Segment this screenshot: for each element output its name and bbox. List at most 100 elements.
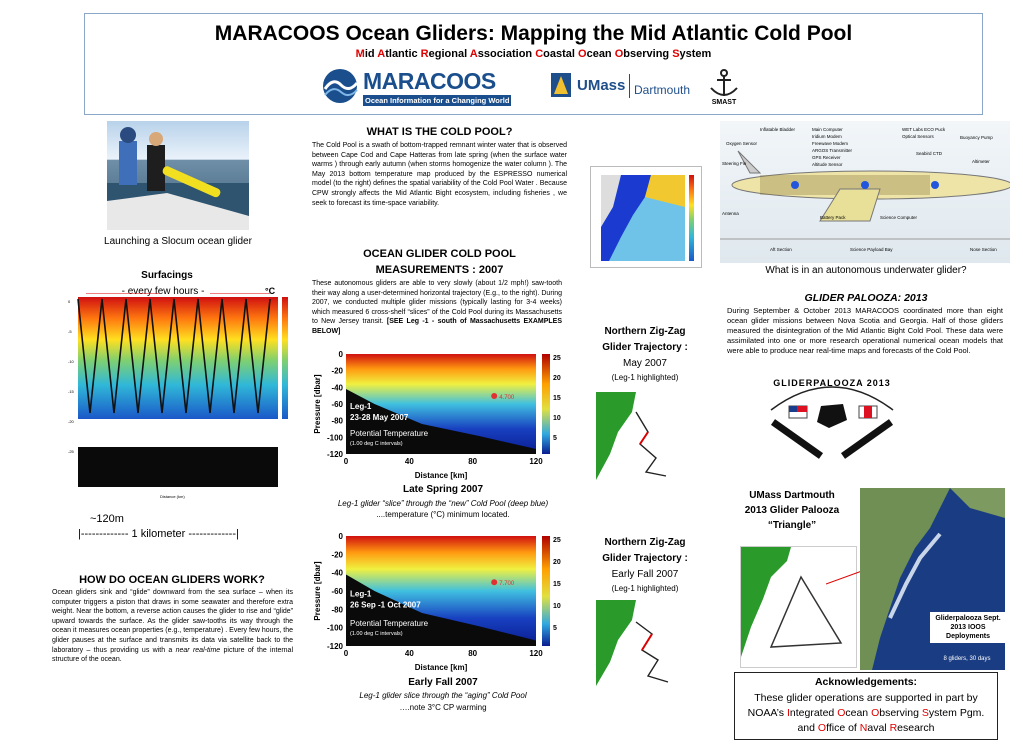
svg-text:0: 0	[68, 299, 71, 304]
maracoos-tagline: Ocean Information for a Changing World	[363, 95, 512, 106]
section-x-tick: 80	[468, 649, 477, 658]
fall-caption-1: Leg-1 glider slice through the “aging” C…	[359, 691, 527, 700]
subtitle-part: C	[535, 48, 544, 60]
section-y-tick: -40	[331, 383, 343, 392]
glider-part-label: Iridium Modem	[812, 134, 842, 139]
section-colorbar-tick: 20	[553, 559, 561, 566]
glider-part-label: Buoyancy Pump	[960, 135, 993, 140]
triangle-title-2: 2013 Glider Palooza	[744, 505, 840, 516]
section-y-label: Pressure [dbar]	[313, 561, 322, 620]
glider-part-label: Nose Section	[970, 247, 997, 252]
color-scale	[282, 297, 288, 419]
section-y-tick: -100	[327, 433, 344, 442]
section-colorbar-tick: 5	[553, 625, 557, 632]
ack-initial: S	[921, 707, 929, 719]
subtitle-part: oastal	[543, 48, 579, 60]
launch-photo-art	[107, 127, 249, 230]
glider-part-label: Optical Sensors	[902, 134, 934, 139]
glider-caption: What is in an autonomous underwater glid…	[765, 265, 967, 276]
palooza-text: During September & October 2013 MARACOOS…	[727, 306, 1003, 355]
section-y-tick: -60	[331, 400, 343, 409]
espresso-map-art	[601, 175, 694, 261]
ack-initial: R	[889, 722, 898, 734]
triangle-map	[740, 546, 857, 668]
ack-initial: O	[837, 707, 846, 719]
palooza-title: GLIDER PALOOZA: 2013	[804, 292, 928, 304]
glider-part-label: Science Payload Bay	[850, 247, 893, 252]
svg-text:-5: -5	[68, 329, 72, 334]
section-y-tick: -60	[331, 587, 343, 596]
subtitle-part: egional	[428, 48, 470, 60]
section-colorbar-tick: 5	[553, 435, 557, 442]
glider-part-label: Freewave Modem	[812, 141, 849, 146]
section-date-label: 23-28 May 2007	[350, 413, 409, 422]
glider-part-label: ARGOS Transmitter	[812, 148, 853, 153]
section-colorbar	[542, 536, 550, 646]
glider-part-label: Antenna	[722, 211, 739, 216]
svg-text:Distance (km): Distance (km)	[160, 494, 185, 499]
glider-part-label: Altimeter	[972, 159, 990, 164]
depth-label: ~120m	[90, 513, 124, 525]
section-x-tick: 0	[344, 457, 349, 466]
subtitle-part: ystem	[679, 48, 712, 60]
glider-part-label: GPS Receiver	[812, 155, 841, 160]
subtitle-part: A	[469, 48, 478, 60]
section-x-tick: 0	[344, 649, 349, 658]
section-pt-sub: (1.00 deg C intervals)	[350, 631, 403, 637]
celsius-unit: °C	[265, 286, 276, 296]
trajectory-may-label-2: Glider Trajectory :	[602, 342, 688, 353]
section-x-tick: 120	[529, 457, 543, 466]
triangle-title-1: UMass Dartmouth	[749, 490, 835, 501]
subtitle-part: O	[578, 48, 587, 60]
trajectory-map-fall	[596, 600, 686, 686]
section-y-tick: -40	[331, 569, 343, 578]
section-date-label: 26 Sep -1 Oct 2007	[350, 601, 421, 610]
subtitle-part: id	[364, 48, 378, 60]
logo-divider	[629, 74, 630, 98]
surfacings-label: Surfacings	[141, 270, 193, 281]
subtitle-part: tlantic	[385, 48, 421, 60]
ack-initial: O	[871, 707, 880, 719]
sawtooth-section-chart: 0 -5 -10 -15 -20 -25 Distance (km)	[68, 293, 288, 499]
glider-part-label: Steering Fin	[722, 161, 747, 166]
spring-caption-1: Leg-1 glider “slice” through the “new” C…	[337, 499, 549, 508]
subtitle-part: O	[614, 48, 624, 60]
smast-wordmark: SMAST	[711, 99, 737, 106]
gliderpalooza-emblem-icon	[770, 386, 894, 459]
how-gliders-work-text: Ocean gliders sink and “glide” downward …	[52, 588, 293, 665]
smast-logo: SMAST	[707, 68, 743, 110]
trajectory-map-may-art	[596, 392, 686, 480]
section-marker-label: 4.700	[499, 395, 515, 401]
deployment-map-art	[860, 488, 1005, 670]
launch-photo-caption: Launching a Slocum ocean glider	[104, 236, 252, 247]
umass-wordmark: UMass	[577, 77, 626, 94]
acknowledgements-box: Acknowledgements: These glider operation…	[734, 672, 998, 740]
how-text-end: picture of the internal structure of the…	[52, 646, 294, 664]
ack-initial: O	[817, 722, 827, 734]
section-leg-label: Leg-1	[350, 590, 372, 599]
ack-initial: N	[859, 722, 868, 734]
ack-line-3: and Office of Naval Research	[797, 722, 935, 734]
subtitle-part: cean	[586, 48, 615, 60]
trajectory-may-date: May 2007	[623, 358, 667, 369]
section-y-tick: -100	[327, 624, 344, 633]
section-bathymetry	[346, 389, 536, 454]
palooza-deployment-map: Gliderpalooza Sept. 2013 IOOS Deployment…	[860, 488, 1006, 670]
section-marker	[491, 393, 498, 399]
glider-part-label: Aft Section	[770, 247, 792, 252]
dartmouth-wordmark: Dartmouth	[634, 83, 691, 97]
measurements-title-2: MEASUREMENTS : 2007	[375, 264, 504, 276]
seafloor	[78, 447, 278, 487]
section-x-label: Distance [km]	[415, 663, 468, 672]
section-colorbar-tick: 25	[553, 537, 561, 544]
surfacings-sub: - every few hours -	[121, 286, 205, 297]
trajectory-map-may	[596, 392, 686, 480]
maracoos-wordmark: MARACOOS	[363, 68, 496, 94]
section-leg-label: Leg-1	[350, 402, 372, 411]
subtitle-part: A	[377, 48, 386, 60]
glider-part-label: Seabird CTD	[916, 151, 943, 156]
section-y-tick: -20	[331, 367, 343, 376]
measurements-title-1: OCEAN GLIDER COLD POOL	[363, 248, 516, 260]
glider-part-label: WET Labs ECO Puck	[902, 127, 946, 132]
